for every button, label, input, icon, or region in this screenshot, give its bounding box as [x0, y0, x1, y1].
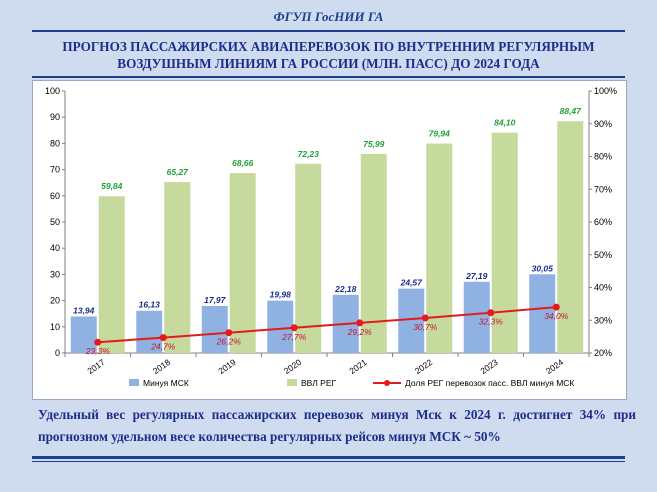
bar-reg-label: 79,94 [429, 129, 451, 139]
bar-reg [360, 153, 387, 353]
legend-swatch-msk [129, 379, 139, 386]
share-point [487, 309, 495, 317]
share-point [290, 324, 298, 332]
bar-msk-label: 30,05 [532, 263, 554, 273]
bar-msk-label: 16,13 [139, 300, 161, 310]
y-tick-label: 30 [50, 269, 60, 279]
share-label: 27,7% [281, 332, 307, 342]
bar-reg-label: 68,66 [232, 158, 254, 168]
share-label: 34,0% [544, 311, 569, 321]
y-tick-label: 90 [50, 112, 60, 122]
bar-msk [70, 316, 97, 353]
y2-tick-label: 20% [594, 348, 612, 358]
bar-reg-label: 84,10 [494, 118, 516, 128]
y-tick-label: 10 [50, 322, 60, 332]
y2-tick-label: 30% [594, 315, 612, 325]
bar-msk-label: 17,97 [204, 295, 227, 305]
page-title: ПРОГНОЗ ПАССАЖИРСКИХ АВИАПЕРЕВОЗОК ПО ВН… [20, 38, 637, 72]
bar-reg-label: 72,23 [298, 149, 320, 159]
y-tick-label: 0 [55, 348, 60, 358]
chart-svg: 0 10 20 30 40 50 60 70 80 90 100 20% 30% 40% 50% 60% 70%… [45, 86, 617, 388]
caption-text: Удельный вес регулярных пассажирских пер… [38, 407, 636, 444]
bar-msk [136, 310, 163, 353]
legend-swatch-reg [287, 379, 297, 386]
share-label: 32,3% [479, 317, 504, 327]
title-rule [32, 76, 625, 78]
y-tick-label: 40 [50, 243, 60, 253]
footer-rule-2 [32, 461, 625, 462]
bar-msk-label: 13,94 [73, 305, 95, 315]
share-point [94, 338, 102, 346]
y-tick-label: 60 [50, 191, 60, 201]
bar-msk [529, 274, 556, 353]
y-tick-label: 20 [50, 296, 60, 306]
bar-msk [201, 305, 228, 353]
bar-reg [557, 121, 584, 353]
y2-tick-label: 60% [594, 217, 612, 227]
bar-reg [98, 196, 125, 353]
chart-panel: 0 10 20 30 40 50 60 70 80 90 100 20% 30% 40% 50% 60% 70%… [32, 80, 627, 400]
y-tick-label: 50 [50, 217, 60, 227]
legend-label-msk: Минуя МСК [143, 378, 189, 388]
share-point [356, 319, 364, 327]
y-tick-label: 80 [50, 138, 60, 148]
header-rule-top [32, 30, 625, 32]
x-tick-label: 2021 [347, 357, 368, 376]
bar-reg-label: 65,27 [167, 167, 190, 177]
share-label: 30,7% [413, 322, 438, 332]
bar-msk-label: 22,18 [334, 284, 357, 294]
bar-msk-label: 27,19 [465, 271, 488, 281]
legend-label-share: Доля РЕГ перевозок пасс. ВВЛ минуя МСК [405, 378, 574, 388]
bar-reg [229, 173, 256, 353]
bar-msk [267, 300, 294, 353]
x-tick-label: 2024 [544, 357, 565, 376]
share-label: 29,2% [347, 327, 373, 337]
bar-reg-label: 88,47 [560, 106, 583, 116]
bar-reg-label: 75,99 [363, 139, 385, 149]
share-label: 26,2% [216, 337, 242, 347]
bar-reg-label: 59,84 [101, 181, 123, 191]
x-tick-label: 2017 [85, 357, 106, 376]
share-point [421, 314, 429, 322]
org-name: ФГУП ГосНИИ ГА [273, 9, 384, 24]
x-tick-label: 2020 [282, 357, 303, 376]
y2-tick-label: 90% [594, 119, 612, 129]
y2-tick-label: 100% [594, 86, 617, 96]
bar-reg [491, 132, 518, 353]
y2-tick-label: 40% [594, 283, 612, 293]
bar-reg [295, 163, 322, 353]
y-tick-label: 100 [45, 86, 60, 96]
x-tick-label: 2023 [478, 357, 499, 376]
title-line-2: ВОЗДУШНЫМ ЛИНИЯМ ГА РОССИИ (МЛН. ПАСС) Д… [117, 56, 540, 71]
y2-tick-label: 80% [594, 152, 612, 162]
legend-marker-share [384, 380, 390, 386]
bar-msk-label: 19,98 [270, 290, 292, 300]
share-line [97, 306, 557, 344]
share-label: 24,7% [150, 342, 176, 352]
y-tick-label: 70 [50, 165, 60, 175]
x-tick-label: 2022 [413, 357, 434, 376]
share-point [552, 303, 560, 311]
bar-reg [164, 181, 191, 353]
legend-label-reg: ВВЛ РЕГ [301, 378, 337, 388]
share-point [225, 329, 233, 337]
bar-msk [463, 281, 490, 353]
bar-msk-label: 24,57 [400, 278, 424, 288]
share-point [159, 334, 167, 342]
footer-rule-1 [32, 456, 625, 459]
x-tick-label: 2018 [151, 357, 172, 376]
x-tick-label: 2019 [216, 357, 237, 376]
y2-tick-label: 50% [594, 250, 612, 260]
y2-tick-label: 70% [594, 184, 612, 194]
bar-msk [398, 288, 425, 353]
share-label: 23,3% [85, 346, 111, 356]
title-line-1: ПРОГНОЗ ПАССАЖИРСКИХ АВИАПЕРЕВОЗОК ПО ВН… [62, 39, 595, 54]
